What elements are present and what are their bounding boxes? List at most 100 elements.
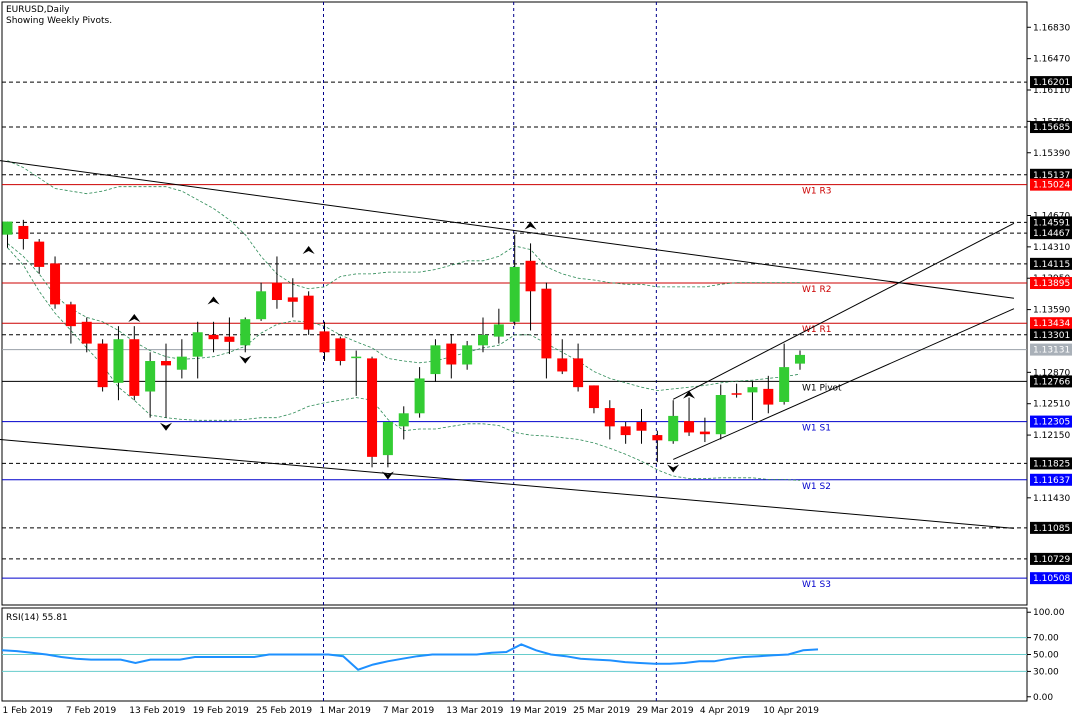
candle-bull bbox=[414, 378, 425, 414]
x-date-label: 7 Mar 2019 bbox=[383, 706, 435, 716]
level-price-badge bbox=[1030, 473, 1072, 486]
main-frame bbox=[1, 1, 1028, 606]
level-price-label: 1.10729 bbox=[1033, 555, 1070, 565]
y-tick-label: 1.16470 bbox=[1033, 55, 1070, 65]
level-price-label: 1.13301 bbox=[1033, 331, 1070, 341]
rsi-tick-label: 100.00 bbox=[1033, 608, 1065, 618]
x-date-label: 25 Feb 2019 bbox=[256, 706, 312, 716]
candle-bull bbox=[398, 413, 409, 427]
fractal-up-arrow-icon bbox=[524, 221, 537, 230]
level-price-badge bbox=[1030, 277, 1072, 290]
candle-bear bbox=[699, 431, 710, 435]
candle-bear bbox=[557, 358, 568, 372]
candle-bull bbox=[509, 266, 520, 322]
candle-bear bbox=[224, 336, 235, 342]
candle-bull bbox=[256, 291, 267, 320]
pivot-level-name: W1 Pivot bbox=[802, 383, 842, 393]
pivot-level-name: W1 R3 bbox=[802, 187, 831, 197]
candle-bear bbox=[161, 361, 171, 366]
level-price-badge bbox=[1030, 521, 1072, 534]
level-price-badge bbox=[1030, 572, 1072, 585]
candle-bear bbox=[604, 408, 615, 427]
candle-bull bbox=[2, 221, 13, 235]
level-price-badge bbox=[1030, 328, 1072, 341]
x-date-label: 13 Mar 2019 bbox=[446, 706, 503, 716]
y-tick-label: 1.12870 bbox=[1033, 368, 1070, 378]
x-date-label: 29 Mar 2019 bbox=[637, 706, 694, 716]
y-tick-label: 1.15390 bbox=[1033, 149, 1070, 159]
candle-bear bbox=[129, 339, 140, 396]
y-tick-label: 1.12510 bbox=[1033, 400, 1070, 410]
level-price-badge bbox=[1030, 457, 1072, 470]
y-tick-label: 1.14310 bbox=[1033, 243, 1070, 253]
rsi-title: RSI(14) 55.81 bbox=[6, 613, 68, 623]
pivot-level-name: W1 R2 bbox=[802, 285, 831, 295]
rsi-tick-label: 50.00 bbox=[1033, 651, 1059, 661]
y-tick-label: 1.12150 bbox=[1033, 431, 1070, 441]
x-date-label: 13 Feb 2019 bbox=[129, 706, 185, 716]
rsi-line bbox=[1, 643, 819, 671]
rsi-tick-label: 30.00 bbox=[1033, 667, 1059, 677]
level-price-label: 1.14467 bbox=[1033, 229, 1070, 239]
candle-bear bbox=[287, 297, 298, 302]
level-price-badge bbox=[1030, 121, 1072, 134]
level-price-label: 1.15024 bbox=[1033, 181, 1070, 191]
main-price-panel: 1.168301.164701.161101.157501.153901.146… bbox=[0, 1, 1072, 606]
x-date-label: 25 Mar 2019 bbox=[573, 706, 630, 716]
candle-bull bbox=[192, 332, 203, 357]
x-date-label: 4 Apr 2019 bbox=[700, 706, 750, 716]
level-price-label: 1.11637 bbox=[1033, 476, 1070, 486]
rsi-tick-label: 70.00 bbox=[1033, 634, 1059, 644]
level-price-badge bbox=[1030, 343, 1072, 356]
fractal-down-arrow-icon bbox=[160, 422, 172, 431]
level-price-label: 1.13131 bbox=[1033, 346, 1070, 356]
candle-bear bbox=[367, 358, 378, 457]
level-price-badge bbox=[1030, 168, 1072, 181]
y-tick-label: 1.16110 bbox=[1033, 86, 1070, 96]
level-price-label: 1.13895 bbox=[1033, 279, 1070, 289]
chart-symbol-title: EURUSD,Daily bbox=[6, 5, 70, 15]
candle-bull bbox=[113, 339, 124, 383]
level-price-label: 1.14591 bbox=[1033, 218, 1070, 228]
candle-bull bbox=[382, 422, 393, 456]
candle-bull bbox=[795, 354, 805, 364]
rsi-tick-label: 0.00 bbox=[1033, 693, 1053, 703]
candle-bear bbox=[652, 435, 663, 441]
candle-bear bbox=[573, 358, 584, 388]
candle-bull bbox=[779, 367, 790, 402]
level-price-label: 1.12766 bbox=[1033, 377, 1070, 387]
candle-bear bbox=[34, 241, 45, 267]
candle-bear bbox=[319, 331, 330, 353]
level-price-badge bbox=[1030, 227, 1072, 240]
level-price-label: 1.11085 bbox=[1033, 524, 1070, 534]
candle-bear bbox=[588, 385, 599, 409]
candle-bear bbox=[50, 263, 61, 305]
level-price-badge bbox=[1030, 415, 1072, 428]
level-price-badge bbox=[1030, 257, 1072, 270]
level-price-badge bbox=[1030, 375, 1072, 388]
fractal-down-arrow-icon bbox=[667, 464, 680, 473]
candle-bear bbox=[18, 225, 29, 240]
level-price-badge bbox=[1030, 216, 1072, 229]
trendline bbox=[0, 438, 1015, 529]
trendline bbox=[0, 160, 1015, 299]
pivot-level-name: W1 S2 bbox=[802, 482, 831, 492]
candle-bear bbox=[763, 388, 774, 405]
candle-bull bbox=[493, 324, 504, 337]
candle-bull bbox=[462, 345, 473, 365]
level-price-label: 1.16201 bbox=[1033, 78, 1070, 88]
fractal-down-arrow-icon bbox=[239, 355, 252, 364]
candle-bull bbox=[145, 361, 156, 392]
x-date-label: 10 Apr 2019 bbox=[763, 706, 819, 716]
level-price-label: 1.15137 bbox=[1033, 171, 1070, 181]
candle-bull bbox=[351, 356, 362, 359]
x-date-label: 1 Mar 2019 bbox=[320, 706, 372, 716]
candle-bull bbox=[176, 356, 187, 370]
x-date-label: 19 Mar 2019 bbox=[510, 706, 567, 716]
y-tick-label: 1.11430 bbox=[1033, 494, 1070, 504]
level-price-label: 1.10508 bbox=[1033, 574, 1070, 584]
level-price-label: 1.11825 bbox=[1033, 459, 1070, 469]
x-date-label: 19 Feb 2019 bbox=[193, 706, 249, 716]
candle-bull bbox=[478, 334, 488, 346]
